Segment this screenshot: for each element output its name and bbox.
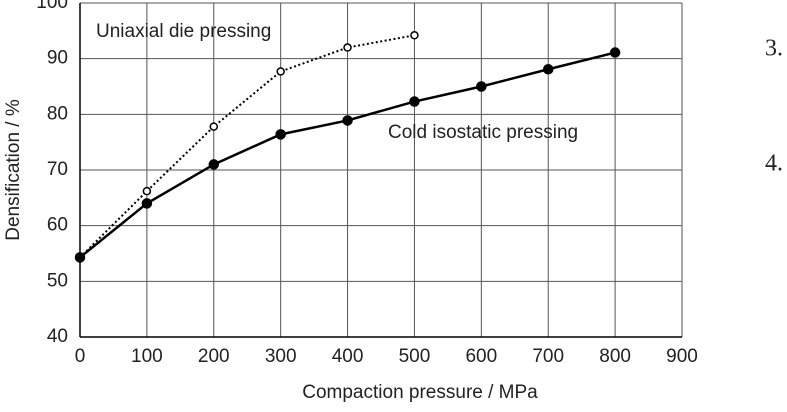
x-tick-label: 700 bbox=[532, 346, 564, 367]
y-axis-label: Densification / % bbox=[3, 99, 24, 241]
data-point bbox=[208, 159, 220, 170]
data-point bbox=[142, 186, 152, 196]
x-tick-label: 900 bbox=[666, 346, 698, 367]
x-tick-label: 800 bbox=[599, 346, 631, 367]
y-tick-label: 80 bbox=[47, 103, 68, 124]
x-tick-label: 200 bbox=[198, 346, 230, 367]
data-point bbox=[343, 43, 352, 52]
data-point bbox=[410, 31, 419, 40]
y-tick-label: 70 bbox=[47, 159, 68, 180]
data-point bbox=[476, 81, 487, 92]
x-axis-label: Compaction pressure / MPa bbox=[302, 382, 538, 403]
margin-number: 4. bbox=[765, 151, 783, 177]
data-point bbox=[609, 47, 621, 58]
data-point bbox=[276, 67, 285, 76]
x-tick-label: 300 bbox=[265, 346, 297, 367]
y-tick-label: 100 bbox=[36, 0, 68, 13]
x-tick-label: 0 bbox=[75, 346, 86, 367]
x-tick-label: 500 bbox=[399, 346, 431, 367]
data-point bbox=[74, 252, 86, 263]
y-tick-label: 90 bbox=[47, 48, 68, 69]
data-point bbox=[275, 129, 286, 140]
x-tick-label: 100 bbox=[131, 346, 163, 367]
x-tick-label: 400 bbox=[332, 346, 364, 367]
y-tick-label: 40 bbox=[47, 326, 68, 347]
series-line bbox=[79, 34, 415, 259]
data-point bbox=[209, 122, 219, 131]
data-point bbox=[141, 198, 153, 209]
series-label: Uniaxial die pressing bbox=[96, 21, 271, 42]
series-label: Cold isostatic pressing bbox=[388, 122, 578, 143]
data-point bbox=[542, 63, 554, 75]
y-tick-label: 50 bbox=[47, 270, 68, 291]
x-tick-label: 600 bbox=[465, 346, 497, 367]
y-tick-label: 60 bbox=[47, 215, 68, 236]
data-point bbox=[342, 115, 353, 126]
margin-number: 3. bbox=[765, 36, 783, 62]
data-point bbox=[409, 96, 420, 107]
